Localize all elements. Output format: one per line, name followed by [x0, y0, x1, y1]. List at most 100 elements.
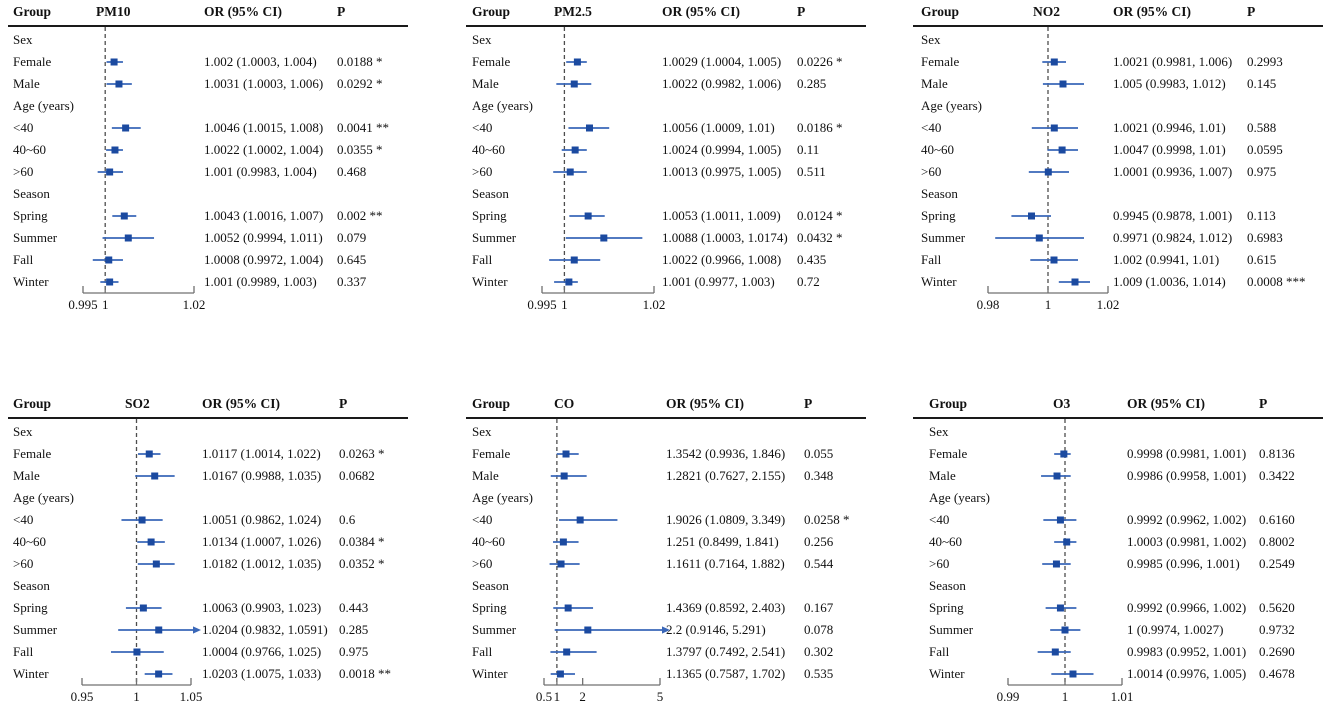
p-value: 0.256 [804, 534, 834, 549]
or-marker [584, 626, 592, 634]
row-label: Female [13, 446, 52, 461]
or-ci-value: 1.0022 (1.0002, 1.004) [204, 142, 324, 157]
p-value: 0.975 [339, 644, 369, 659]
axis-tick-label: 2 [579, 689, 586, 704]
p-value: 0.6160 [1259, 512, 1295, 527]
p-value: 0.337 [337, 274, 367, 289]
p-value: 0.5620 [1259, 600, 1295, 615]
row-label: Spring [472, 208, 507, 223]
row-label: Spring [929, 600, 964, 615]
row-label: 40~60 [472, 142, 506, 157]
or-marker [1051, 648, 1059, 656]
section-label: Season [472, 186, 509, 201]
or-ci-value: 1.0134 (1.0007, 1.026) [202, 534, 322, 549]
or-ci-value: 1.0203 (1.0075, 1.033) [202, 666, 322, 681]
p-value: 0.348 [804, 468, 834, 483]
or-ci-value: 1.0056 (1.0009, 1.01) [662, 120, 775, 135]
column-header-group: Group [472, 4, 511, 19]
or-ci-value: 1.3542 (0.9936, 1.846) [666, 446, 786, 461]
row-label: >60 [13, 556, 34, 571]
or-marker [124, 234, 132, 242]
p-value: 0.72 [797, 274, 820, 289]
or-ci-value: 1.251 (0.8499, 1.841) [666, 534, 779, 549]
row-label: >60 [13, 164, 34, 179]
or-ci-value: 1.0063 (0.9903, 1.023) [202, 600, 322, 615]
axis-tick-label: 1 [561, 297, 568, 312]
or-ci-value: 0.9945 (0.9878, 1.001) [1113, 208, 1233, 223]
or-ci-value: 1.0021 (0.9946, 1.01) [1113, 120, 1226, 135]
or-marker [1060, 450, 1068, 458]
p-value: 0.285 [339, 622, 369, 637]
row-label: Summer [929, 622, 974, 637]
or-ci-value: 1.0003 (0.9981, 1.002) [1127, 534, 1247, 549]
forest-panel-so2: Group SO2 OR (95% CI) P Sex Female 1.0117 (1.0… [8, 394, 408, 712]
row-label: Spring [13, 208, 48, 223]
p-value: 0.468 [337, 164, 367, 179]
p-value: 0.0352 * [339, 556, 385, 571]
column-header-p: P [1247, 4, 1256, 19]
or-marker [1061, 626, 1069, 634]
row-label: Fall [13, 252, 34, 267]
p-value: 0.0355 * [337, 142, 383, 157]
or-ci-value: 1.0029 (1.0004, 1.005) [662, 54, 782, 69]
or-marker [585, 124, 593, 132]
row-label: Winter [929, 666, 965, 681]
or-ci-value: 0.9992 (0.9966, 1.002) [1127, 600, 1247, 615]
axis-tick-label: 0.995 [527, 297, 556, 312]
plot-layer: 0.995 1 1.02 [68, 27, 205, 312]
or-marker [1063, 538, 1071, 546]
or-ci-value: 1.0008 (0.9972, 1.004) [204, 252, 324, 267]
or-ci-value: 1.009 (1.0036, 1.014) [1113, 274, 1226, 289]
p-value: 0.975 [1247, 164, 1277, 179]
or-ci-value: 2.2 (0.9146, 5.291) [666, 622, 766, 637]
section-label: Sex [472, 424, 492, 439]
or-marker [566, 168, 574, 176]
or-marker [1044, 168, 1052, 176]
or-ci-value: 1.2821 (0.7627, 2.155) [666, 468, 786, 483]
p-value: 0.9732 [1259, 622, 1295, 637]
row-label: <40 [472, 512, 493, 527]
row-label: Fall [921, 252, 942, 267]
axis-tick-label: 1.02 [1097, 297, 1120, 312]
p-value: 0.0188 * [337, 54, 383, 69]
p-value: 0.0226 * [797, 54, 843, 69]
p-value: 0.645 [337, 252, 367, 267]
column-header-pollutant: PM10 [96, 4, 131, 19]
or-ci-value: 1.001 (0.9983, 1.004) [204, 164, 317, 179]
p-value: 0.8002 [1259, 534, 1295, 549]
p-value: 0.3422 [1259, 468, 1295, 483]
p-value: 0.0384 * [339, 534, 385, 549]
forest-panel-o3: Group O3 OR (95% CI) P Sex Female 0.9998 (0.99… [913, 394, 1323, 712]
column-header-p: P [337, 4, 346, 19]
axis-tick-label: 0.98 [977, 297, 1000, 312]
section-label: Age (years) [921, 98, 982, 113]
row-label: Male [13, 468, 40, 483]
or-ci-value: 1.0014 (0.9976, 1.005) [1127, 666, 1247, 681]
or-marker [133, 648, 141, 656]
or-marker [1069, 670, 1077, 678]
row-label: 40~60 [13, 534, 47, 549]
axis-tick-label: 1 [133, 689, 140, 704]
or-ci-value: 1.3797 (0.7492, 2.541) [666, 644, 786, 659]
or-ci-value: 1.0013 (0.9975, 1.005) [662, 164, 782, 179]
or-ci-value: 1.9026 (1.0809, 3.349) [666, 512, 786, 527]
row-label: Male [472, 468, 499, 483]
p-value: 0.511 [797, 164, 826, 179]
or-ci-value: 1.0022 (0.9982, 1.006) [662, 76, 782, 91]
column-header-group: Group [921, 4, 960, 19]
p-value: 0.0008 *** [1247, 274, 1306, 289]
p-value: 0.4678 [1259, 666, 1295, 681]
p-value: 0.302 [804, 644, 834, 659]
row-label: Spring [13, 600, 48, 615]
header-rule [466, 417, 866, 419]
column-header-group: Group [13, 4, 52, 19]
axis-tick-label: 0.995 [68, 297, 97, 312]
row-label: >60 [472, 556, 493, 571]
or-ci-value: 1.0021 (0.9981, 1.006) [1113, 54, 1233, 69]
p-value: 0.0041 ** [337, 120, 389, 135]
axis-tick-label: 1.05 [180, 689, 203, 704]
or-marker [1056, 516, 1064, 524]
or-marker [1028, 212, 1035, 220]
column-header-or: OR (95% CI) [202, 396, 280, 411]
column-header-pollutant: PM2.5 [554, 4, 592, 19]
